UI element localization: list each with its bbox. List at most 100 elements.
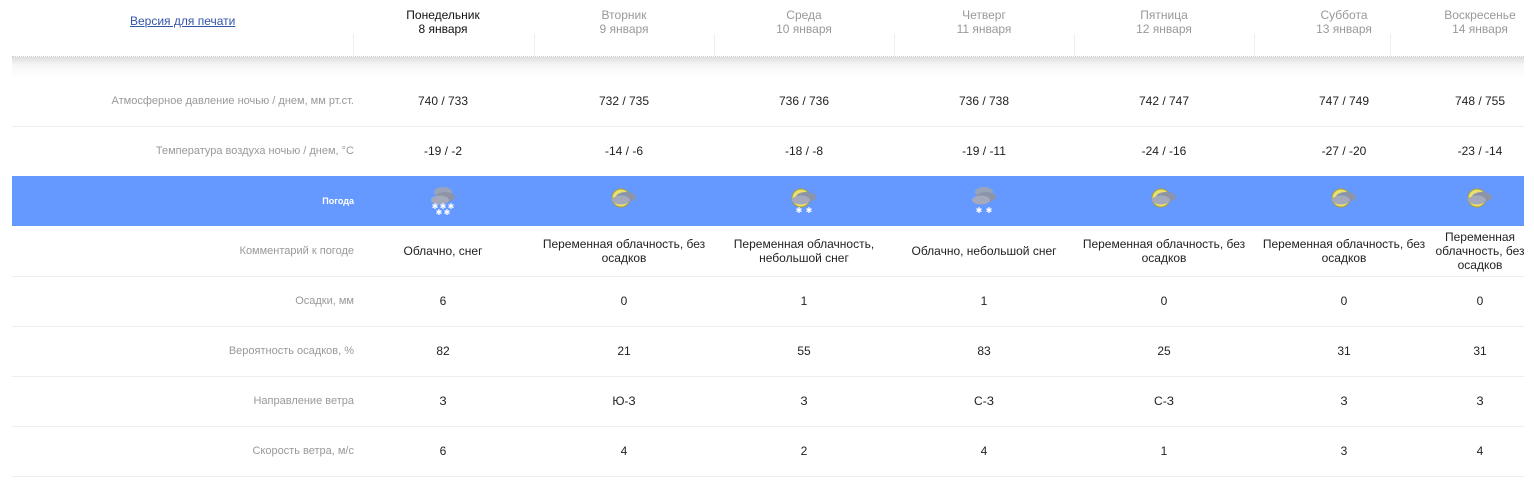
weather-cell: ✱ ✱ ✱ ✱ ✱ — [353, 176, 533, 226]
wind-speed-value: 2 — [800, 444, 808, 458]
probability-value: 21 — [617, 344, 631, 358]
weather-cell — [1254, 176, 1434, 226]
svg-text:✱: ✱ — [432, 202, 439, 211]
pressure-value: 748 / 755 — [1454, 94, 1506, 108]
probability-value: 25 — [1157, 344, 1171, 358]
column-divider — [714, 34, 715, 56]
comment-value: Переменная облачность, без осадков — [1435, 230, 1525, 272]
wind-dir-value: Ю-З — [612, 394, 636, 408]
svg-text:✱: ✱ — [976, 206, 983, 215]
cloudy-light-snow-icon: ✱ ✱ — [966, 183, 1002, 219]
column-divider — [1074, 34, 1075, 56]
svg-text:✱: ✱ — [796, 206, 803, 215]
moon-cloud-light-snow-icon: ✱ ✱ — [786, 183, 822, 219]
day-header: Четверг 11 января — [894, 8, 1074, 36]
row-label: Атмосферное давление ночью / днем, мм рт… — [111, 95, 354, 107]
row-precip: Осадки, мм 6 0 1 1 0 0 0 — [12, 276, 1524, 327]
precip-value: 0 — [1340, 294, 1348, 308]
day-header: Пятница 12 января — [1074, 8, 1254, 36]
wind-dir-value: З — [1476, 394, 1484, 408]
precip-value: 0 — [1476, 294, 1484, 308]
svg-text:✱: ✱ — [436, 208, 443, 217]
comment-value: Переменная облачность, без осадков — [1082, 237, 1246, 265]
wind-speed-value: 4 — [620, 444, 628, 458]
day-name: Пятница — [1140, 8, 1188, 22]
row-wind-speed: Скорость ветра, м/с 6 4 2 4 1 3 4 — [12, 426, 1524, 477]
row-label: Скорость ветра, м/с — [252, 445, 354, 457]
row-pressure: Атмосферное давление ночью / днем, мм рт… — [12, 76, 1524, 127]
day-header: Суббота 13 января — [1254, 8, 1434, 36]
day-header: Вторник 9 января — [534, 8, 714, 36]
pressure-value: 732 / 735 — [598, 94, 650, 108]
temperature-value: -24 / -16 — [1141, 144, 1187, 158]
row-wind-dir: Направление ветра З Ю-З З С-З С-З З З — [12, 376, 1524, 427]
row-label: Температура воздуха ночью / днем, °C — [155, 145, 354, 157]
svg-text:✱: ✱ — [806, 206, 813, 215]
day-name: Понедельник — [406, 8, 480, 22]
wind-dir-value: З — [1340, 394, 1348, 408]
header-divider — [12, 56, 1524, 77]
precip-value: 0 — [1160, 294, 1168, 308]
moon-cloud-icon — [1462, 183, 1498, 219]
column-divider — [1254, 34, 1255, 56]
cloudy-snow-icon: ✱ ✱ ✱ ✱ ✱ — [425, 183, 461, 219]
day-name: Воскресенье — [1444, 8, 1516, 22]
wind-dir-value: З — [439, 394, 447, 408]
probability-value: 83 — [977, 344, 991, 358]
day-header: Среда 10 января — [714, 8, 894, 36]
day-header: Воскресенье 14 января — [1430, 8, 1530, 36]
precip-value: 6 — [439, 294, 447, 308]
wind-dir-value: С-З — [1154, 394, 1174, 408]
pressure-value: 747 / 749 — [1318, 94, 1370, 108]
temperature-value: -19 / -2 — [423, 144, 462, 158]
row-comment: Комментарий к погоде Облачно, снег Перемен… — [12, 226, 1525, 277]
day-name: Вторник — [601, 8, 647, 22]
weather-cell — [1430, 176, 1530, 226]
column-divider — [894, 34, 895, 56]
precip-value: 0 — [620, 294, 628, 308]
temperature-value: -23 / -14 — [1457, 144, 1503, 158]
row-label: Комментарий к погоде — [239, 245, 354, 257]
weather-cell: ✱ ✱ — [894, 176, 1074, 226]
day-name: Среда — [786, 8, 822, 22]
comment-value: Переменная облачность, без осадков — [1262, 237, 1426, 265]
weather-cell: ✱ ✱ — [714, 176, 894, 226]
print-version-link[interactable]: Версия для печати — [130, 14, 236, 28]
precip-value: 1 — [800, 294, 808, 308]
day-date: 9 января — [599, 22, 649, 36]
wind-speed-value: 6 — [439, 444, 447, 458]
pressure-value: 736 / 738 — [958, 94, 1010, 108]
moon-cloud-icon — [606, 183, 642, 219]
day-name: Четверг — [962, 8, 1006, 22]
day-date: 12 января — [1136, 22, 1192, 36]
probability-value: 55 — [797, 344, 811, 358]
column-divider — [1390, 34, 1391, 56]
column-divider — [534, 34, 535, 56]
wind-speed-value: 1 — [1160, 444, 1168, 458]
comment-value: Переменная облачность, небольшой снег — [733, 237, 875, 265]
wind-speed-value: 4 — [980, 444, 988, 458]
day-date: 11 января — [956, 22, 1012, 36]
day-date: 8 января — [418, 22, 468, 36]
row-label: Осадки, мм — [295, 295, 354, 307]
column-divider — [353, 34, 354, 56]
day-header: Понедельник 8 января — [353, 8, 533, 36]
forecast-header: Версия для печати Понедельник 8 января Вто… — [0, 0, 1534, 56]
row-label: Погода — [322, 196, 354, 206]
temperature-value: -27 / -20 — [1321, 144, 1367, 158]
probability-value: 31 — [1337, 344, 1351, 358]
weather-cell — [1074, 176, 1254, 226]
comment-value: Облачно, снег — [403, 244, 483, 258]
row-label: Направление ветра — [253, 395, 354, 407]
pressure-value: 742 / 747 — [1138, 94, 1190, 108]
row-probability: Вероятность осадков, % 82 21 55 83 25 31 31 — [12, 326, 1524, 377]
svg-text:✱: ✱ — [448, 202, 455, 211]
day-date: 10 января — [776, 22, 832, 36]
wind-speed-value: 4 — [1476, 444, 1484, 458]
svg-text:✱: ✱ — [986, 206, 993, 215]
wind-dir-value: З — [800, 394, 808, 408]
moon-cloud-icon — [1326, 183, 1362, 219]
precip-value: 1 — [980, 294, 988, 308]
svg-text:✱: ✱ — [440, 202, 447, 211]
wind-dir-value: С-З — [974, 394, 994, 408]
